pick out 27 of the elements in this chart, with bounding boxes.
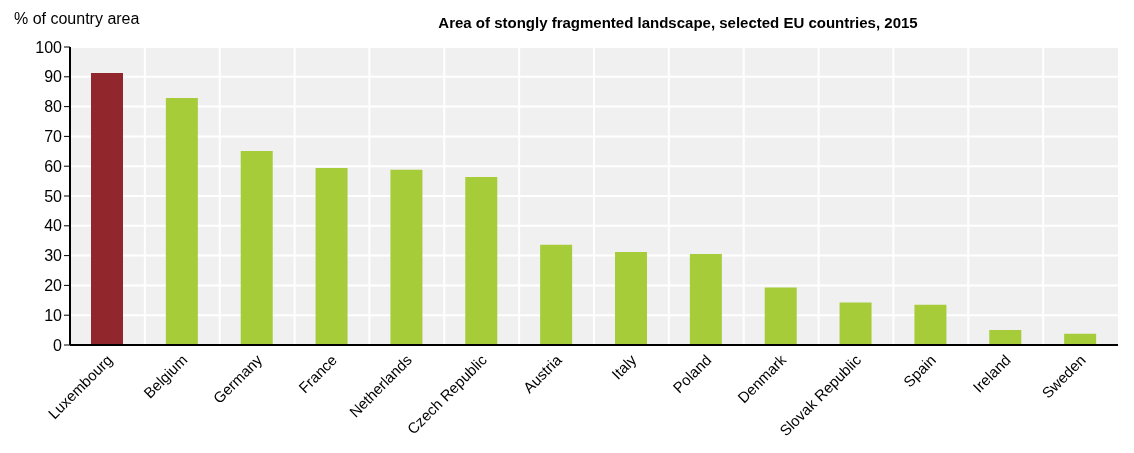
y-tick-label: 10 [44,306,63,324]
bar [989,330,1022,345]
bar [165,97,198,345]
y-tick-label: 100 [35,38,63,56]
bar [839,302,872,345]
bar [240,151,273,345]
bar [914,304,947,345]
y-tick-label: 20 [44,277,63,295]
y-tick-label: 0 [53,336,63,354]
y-tick-label: 70 [44,128,63,146]
bar [764,287,797,345]
bar [615,252,647,345]
bar [689,254,722,345]
bar [315,167,348,345]
bar [390,169,423,345]
y-tick-label: 80 [44,98,63,116]
y-tick-label: 30 [44,247,63,265]
bar [465,176,498,345]
y-axis-title: % of country area [14,10,140,28]
x-tick-label: Italy [608,350,640,383]
y-tick-label: 60 [44,157,63,175]
y-tick-label: 40 [44,217,63,235]
chart-title: Area of stongly fragmented landscape, selected EU countries, 2015 [437,14,919,31]
bar [540,244,573,345]
y-tick-label: 50 [44,187,63,205]
bar [91,72,123,345]
y-tick-label: 90 [44,68,63,86]
